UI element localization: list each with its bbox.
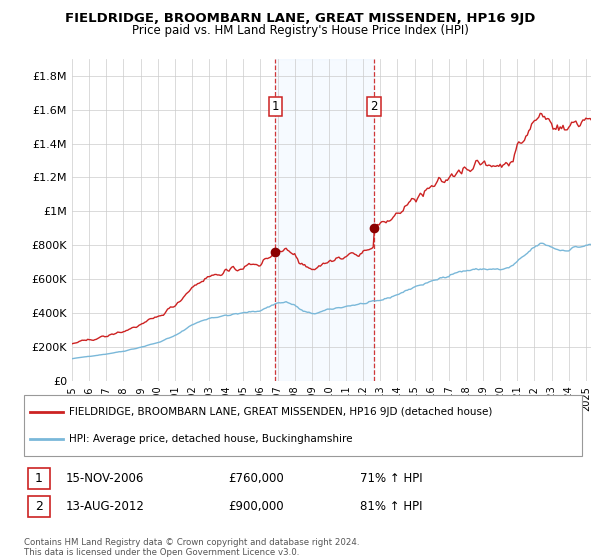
- Text: FIELDRIDGE, BROOMBARN LANE, GREAT MISSENDEN, HP16 9JD: FIELDRIDGE, BROOMBARN LANE, GREAT MISSEN…: [65, 12, 535, 25]
- Text: Price paid vs. HM Land Registry's House Price Index (HPI): Price paid vs. HM Land Registry's House …: [131, 24, 469, 37]
- Text: Contains HM Land Registry data © Crown copyright and database right 2024.
This d: Contains HM Land Registry data © Crown c…: [24, 538, 359, 557]
- Text: 81% ↑ HPI: 81% ↑ HPI: [360, 500, 422, 514]
- Text: £900,000: £900,000: [228, 500, 284, 514]
- Text: £760,000: £760,000: [228, 472, 284, 486]
- Text: HPI: Average price, detached house, Buckinghamshire: HPI: Average price, detached house, Buck…: [69, 434, 353, 444]
- Text: 2: 2: [35, 500, 43, 514]
- Text: FIELDRIDGE, BROOMBARN LANE, GREAT MISSENDEN, HP16 9JD (detached house): FIELDRIDGE, BROOMBARN LANE, GREAT MISSEN…: [69, 407, 493, 417]
- Text: 15-NOV-2006: 15-NOV-2006: [66, 472, 145, 486]
- Text: 13-AUG-2012: 13-AUG-2012: [66, 500, 145, 514]
- Text: 1: 1: [35, 472, 43, 486]
- Text: 71% ↑ HPI: 71% ↑ HPI: [360, 472, 422, 486]
- Text: 1: 1: [272, 100, 279, 113]
- Bar: [275, 59, 374, 381]
- Text: 2: 2: [370, 100, 377, 113]
